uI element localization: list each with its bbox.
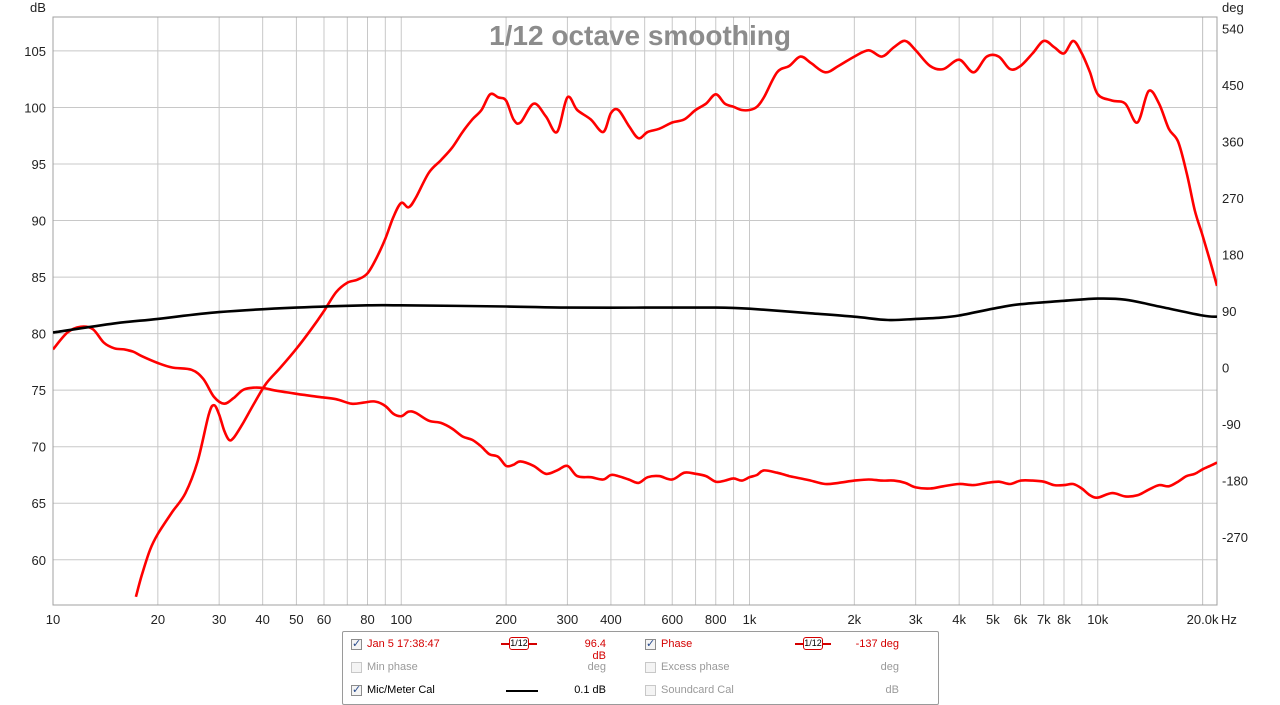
y-left-tick-label: 100: [24, 100, 46, 115]
x-tick-label: 30: [212, 612, 226, 627]
x-tick-label: 5k: [986, 612, 1000, 627]
x-tick-label: 80: [360, 612, 374, 627]
soundcard-cal-checkbox[interactable]: [645, 685, 656, 696]
x-tick-label: 8k: [1057, 612, 1071, 627]
min-phase-checkbox[interactable]: [351, 662, 362, 673]
x-tick-label: 7k: [1037, 612, 1051, 627]
y-axis-right-ticks: -270 -180 -90 0 90 180 270 360 450 540: [1222, 21, 1248, 545]
x-tick-label: 10k: [1087, 612, 1108, 627]
series-line-mic-meter-cal: [53, 297, 1217, 334]
x-tick-label: 50: [289, 612, 303, 627]
y-right-tick-label: -90: [1222, 417, 1241, 432]
phase-label: Phase: [661, 638, 693, 650]
x-tick-label: 20: [151, 612, 165, 627]
mic-cal-checkbox[interactable]: [351, 683, 362, 696]
y-right-tick-label: -180: [1222, 474, 1248, 489]
measurement-label: Jan 5 17:38:47: [367, 638, 440, 650]
legend-row: Mic/Meter Cal 0.1 dB Soundcard Cal dB: [343, 680, 938, 702]
series-group: [53, 39, 1217, 598]
y-axis-right-label: deg: [1222, 0, 1244, 15]
y-left-tick-label: 80: [32, 327, 46, 342]
plot-frame: [52, 16, 1218, 606]
y-right-tick-label: 90: [1222, 304, 1236, 319]
x-tick-label: 100: [390, 612, 412, 627]
x-tick-label: 40: [255, 612, 269, 627]
mic-cal-line-swatch: [506, 690, 538, 692]
x-tick-label: 2k: [847, 612, 861, 627]
legend-panel: Jan 5 17:38:47 1/12 96.4 dB Phase 1/12 -…: [342, 631, 939, 705]
y-axis-left-label: dB: [30, 0, 46, 15]
mic-cal-label: Mic/Meter Cal: [367, 684, 435, 696]
soundcard-cal-value: dB: [885, 684, 899, 696]
y-right-tick-label: 0: [1222, 361, 1229, 376]
min-phase-value: deg: [587, 661, 606, 673]
phase-smoothing-badge[interactable]: 1/12: [795, 637, 831, 651]
x-tick-label: 300: [557, 612, 579, 627]
x-tick-label: 10: [46, 612, 60, 627]
smoothing-badge[interactable]: 1/12: [501, 637, 537, 651]
y-right-tick-label: 180: [1222, 247, 1244, 262]
chart-title: 1/12 octave smoothing: [489, 20, 791, 51]
soundcard-cal-label: Soundcard Cal: [661, 684, 734, 696]
x-tick-label: 20.0k: [1187, 612, 1219, 627]
x-axis-label: Hz: [1221, 612, 1237, 627]
x-tick-label: 4k: [952, 612, 966, 627]
x-tick-label: 6k: [1014, 612, 1028, 627]
excess-phase-checkbox[interactable]: [645, 662, 656, 673]
excess-phase-value: deg: [880, 661, 899, 673]
y-right-tick-label: 270: [1222, 191, 1244, 206]
y-left-tick-label: 85: [32, 270, 46, 285]
y-axis-left-ticks: 60 65 70 75 80 85 90 95 100 105: [24, 44, 46, 568]
x-tick-label: 200: [495, 612, 517, 627]
y-left-tick-label: 60: [32, 553, 46, 568]
y-right-tick-label: 450: [1222, 78, 1244, 93]
x-axis-ticks: 10 20 30 40 50 60 80 100 200 300 400 600 800 1k 2k 3k 4k…: [46, 612, 1219, 627]
y-left-tick-label: 105: [24, 44, 46, 59]
x-tick-label: 400: [600, 612, 622, 627]
x-tick-label: 600: [661, 612, 683, 627]
min-phase-label: Min phase: [367, 661, 418, 673]
legend-row: Min phase deg Excess phase deg: [343, 657, 938, 679]
legend-row: Jan 5 17:38:47 1/12 96.4 dB Phase 1/12 -…: [343, 634, 938, 662]
phase-value: -137 deg: [855, 638, 899, 650]
x-tick-label: 1k: [743, 612, 757, 627]
series-line-phase: [134, 39, 1217, 598]
y-left-tick-label: 95: [32, 157, 46, 172]
y-left-tick-label: 70: [32, 440, 46, 455]
y-right-tick-label: 360: [1222, 134, 1244, 149]
excess-phase-label: Excess phase: [661, 661, 730, 673]
measurement-value: 96.4 dB: [584, 638, 606, 662]
y-left-tick-label: 65: [32, 496, 46, 511]
series-line-jan-5-17-38-47: [53, 325, 1217, 499]
x-tick-label: 800: [705, 612, 727, 627]
mic-cal-value: 0.1 dB: [574, 684, 606, 696]
phase-checkbox[interactable]: [645, 637, 656, 650]
y-left-tick-label: 90: [32, 214, 46, 229]
x-tick-label: 60: [317, 612, 331, 627]
x-tick-label: 3k: [909, 612, 923, 627]
y-left-tick-label: 75: [32, 383, 46, 398]
y-right-tick-label: 540: [1222, 21, 1244, 36]
y-right-tick-label: -270: [1222, 530, 1248, 545]
measurement-checkbox[interactable]: [351, 637, 362, 650]
frequency-response-chart: 10 20 30 40 50 60 80 100 200 300 400 600 800 1k 2k 3k 4k…: [24, 0, 1248, 627]
